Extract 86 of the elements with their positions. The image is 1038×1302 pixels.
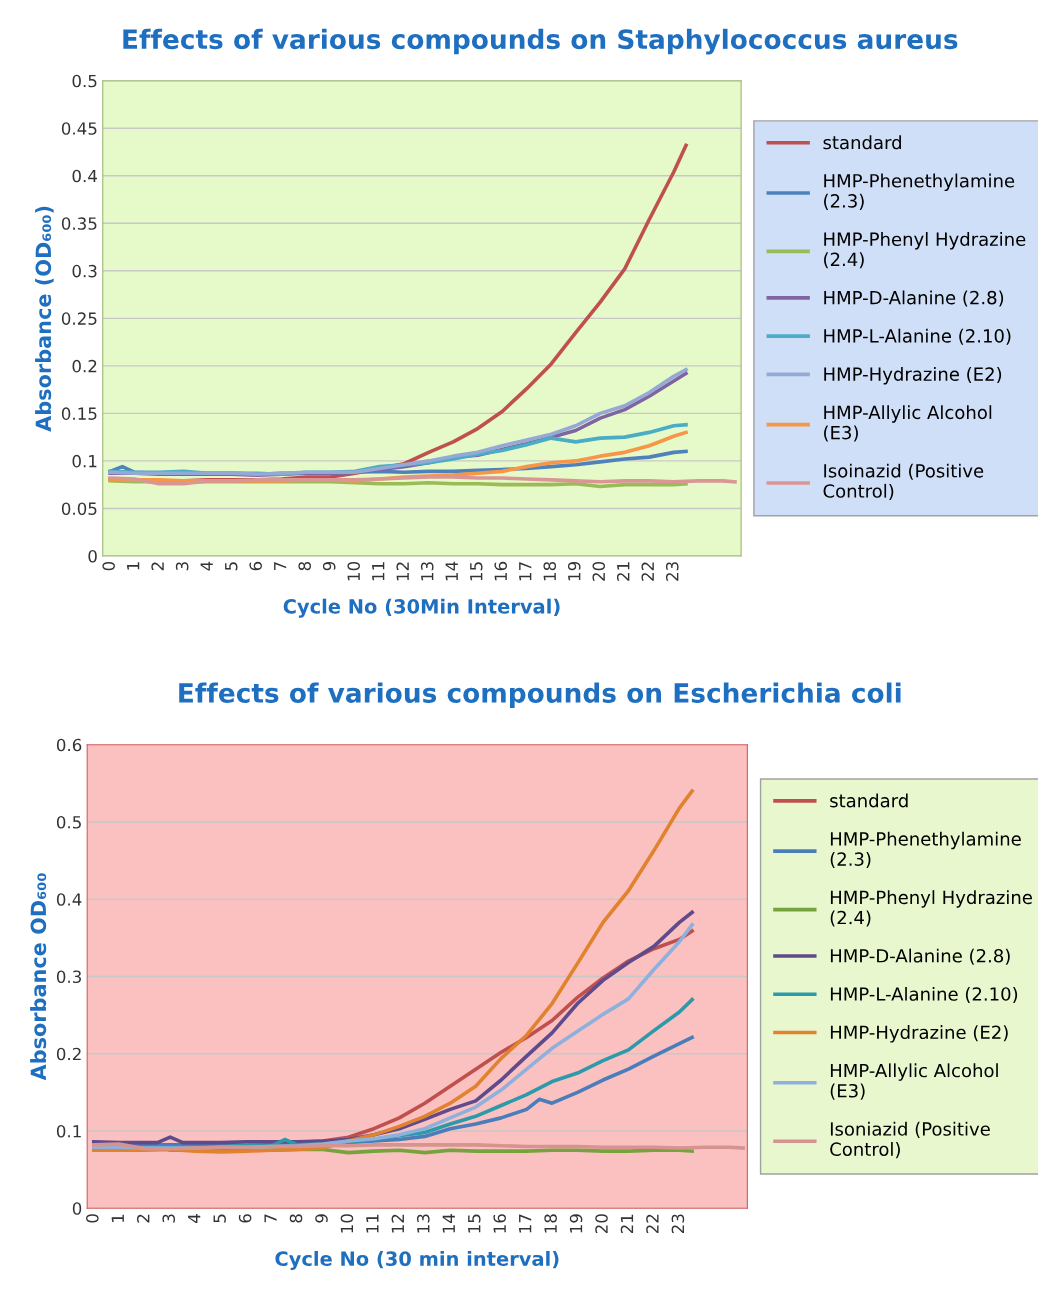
chart-title: Effects of various compounds on Escherichia coli [179,682,901,709]
y-tick-label: 0.1 [72,454,97,468]
x-tick-label: 3 [162,1214,176,1223]
x-tick-label: 9 [315,1214,328,1223]
x-tick-label: 2 [151,562,164,571]
legend-label: Isoinazid (Positive Control) [823,463,984,500]
x-tick-label: 20 [592,561,606,581]
x-tick-label: 10 [347,561,361,581]
x-tick-label: 4 [188,1214,201,1223]
x-tick-label: 9 [322,561,336,571]
y-tick-label: 0.2 [56,1047,81,1061]
x-tick-label: 2 [136,1214,150,1223]
legend-label: HMP-Hydrazine (E2) [830,1025,1008,1043]
x-tick-label: 21 [620,1214,634,1234]
y-tick-label: 0.05 [61,502,97,515]
y-tick-label: 0.3 [72,264,97,278]
x-tick-label: 6 [249,561,262,571]
x-tick-label: 18 [544,1214,557,1233]
x-tick-label: 7 [264,1214,277,1223]
x-tick-label: 10 [340,1214,354,1233]
y-tick-label: 0.1 [56,1124,81,1138]
y-axis-title: Absorbance OD₆₀₀ [30,873,47,1081]
x-tick-label: 13 [417,1214,430,1233]
x-tick-label: 17 [519,1214,532,1233]
x-tick-label: 15 [470,562,483,581]
y-tick-label: 0.4 [56,893,82,906]
legend-label: HMP-D-Alanine (2.8) [830,948,1010,965]
legend-label: HMP-L-Alanine (2.10) [830,986,1018,1003]
legend-label: standard [830,793,908,808]
y-tick-label: 0.25 [61,312,97,325]
legend-label: HMP-Phenethylamine (2.3) [824,173,1015,210]
x-tick-label: 18 [543,561,557,581]
legend-label: HMP-D-Alanine (2.8) [824,290,1004,307]
y-tick-label: 0.2 [72,359,97,373]
x-tick-label: 7 [274,562,287,571]
x-tick-label: 23 [665,562,679,581]
x-tick-label: 21 [616,562,630,581]
x-tick-label: 6 [238,1214,252,1223]
x-tick-label: 11 [372,562,385,581]
x-tick-label: 16 [493,1214,506,1233]
y-tick-label: 0.3 [56,970,81,984]
legend-label: HMP-L-Alanine (2.10) [824,328,1011,345]
y-tick-label: 0.6 [56,738,82,752]
legend-label: HMP-Allylic Alcohol (E3) [830,1063,998,1100]
y-tick-label: 0.4 [72,169,97,183]
x-tick-label: 5 [213,1214,226,1223]
y-tick-label: 0 [72,1202,82,1215]
legend-label: standard [823,135,901,150]
x-tick-label: 4 [200,561,213,571]
x-tick-label: 8 [298,561,311,571]
x-tick-label: 12 [396,562,409,581]
legend-label: HMP-Phenyl Hydrazine (2.4) [830,890,1032,927]
legend-label: HMP-Phenyl Hydrazine (2.4) [824,232,1026,269]
x-tick-label: 20 [595,1214,608,1234]
x-tick-label: 8 [289,1214,303,1223]
x-tick-label: 19 [569,1214,583,1233]
y-tick-label: 0.45 [61,122,97,135]
x-tick-label: 1 [127,562,140,570]
y-tick-label: 0.15 [61,407,97,420]
x-tick-label: 16 [494,561,508,581]
x-tick-label: 12 [391,1214,404,1233]
x-axis-title: Cycle No (30 min interval) [275,1250,559,1270]
y-tick-label: 0.5 [72,74,97,88]
x-tick-label: 1 [111,1214,124,1222]
x-tick-label: 11 [366,1214,379,1233]
x-tick-label: 15 [468,1214,481,1233]
x-tick-label: 0 [102,561,115,571]
x-tick-label: 14 [442,1214,455,1233]
x-tick-label: 13 [420,562,434,581]
chart-title: Effects of various compounds on Staphylococcus aureus [123,28,958,55]
legend-label: HMP-Hydrazine (E2) [824,366,1002,385]
legend-label: Isoniazid (Positive Control) [830,1121,990,1159]
legend-label: HMP-Phenethylamine (2.3) [830,831,1021,869]
x-tick-label: 23 [671,1214,685,1234]
x-axis-title: Cycle No (30Min Interval) [283,598,560,618]
x-tick-label: 3 [175,562,189,571]
legend-label: HMP-Allylic Alcohol (E3) [824,405,992,442]
x-tick-label: 19 [567,561,581,581]
x-tick-label: 22 [641,562,654,581]
y-axis-title: Absorbance (OD₆₀₀) [35,206,54,432]
x-tick-label: 17 [519,562,532,581]
x-tick-label: 5 [225,562,238,571]
y-tick-label: 0.5 [56,815,81,829]
y-tick-label: 0.35 [61,217,97,230]
x-tick-label: 22 [646,1214,659,1234]
x-tick-label: 14 [445,561,458,581]
